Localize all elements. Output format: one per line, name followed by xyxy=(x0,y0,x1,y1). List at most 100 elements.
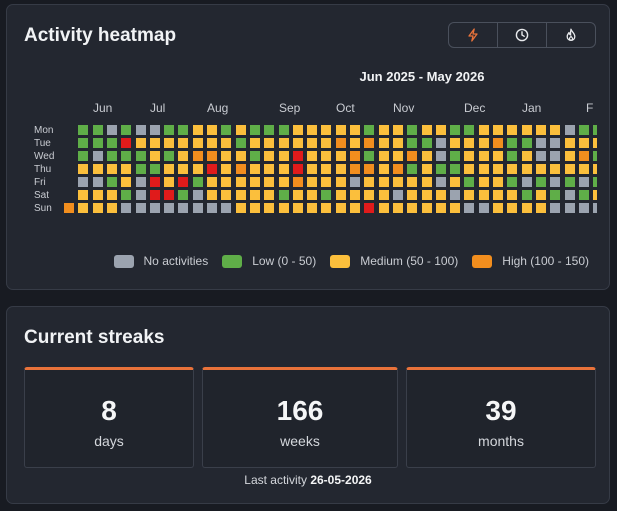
heatmap-cell[interactable] xyxy=(264,125,274,135)
heatmap-cell[interactable] xyxy=(479,190,489,200)
heatmap-cell[interactable] xyxy=(93,203,103,213)
heatmap-cell[interactable] xyxy=(150,203,160,213)
heatmap-cell[interactable] xyxy=(207,164,217,174)
heatmap-cell[interactable] xyxy=(479,151,489,161)
heatmap-cell[interactable] xyxy=(550,203,560,213)
heatmap-cell[interactable] xyxy=(136,151,146,161)
heatmap-cell[interactable] xyxy=(479,138,489,148)
heatmap-cell[interactable] xyxy=(178,164,188,174)
heatmap-cell[interactable] xyxy=(321,177,331,187)
heatmap-cell[interactable] xyxy=(436,190,446,200)
heatmap-cell[interactable] xyxy=(579,125,589,135)
heatmap-cell[interactable] xyxy=(450,177,460,187)
heatmap-cell[interactable] xyxy=(336,203,346,213)
heatmap-cell[interactable] xyxy=(279,151,289,161)
heatmap-cell[interactable] xyxy=(550,177,560,187)
heatmap-cell[interactable] xyxy=(407,125,417,135)
heatmap-cell[interactable] xyxy=(522,203,532,213)
heatmap-cell[interactable] xyxy=(407,151,417,161)
heatmap-cell[interactable] xyxy=(493,151,503,161)
heatmap-cell[interactable] xyxy=(579,151,589,161)
heatmap-cell[interactable] xyxy=(507,177,517,187)
heatmap-cell[interactable] xyxy=(536,177,546,187)
heatmap-cell[interactable] xyxy=(393,177,403,187)
heatmap-cell[interactable] xyxy=(264,177,274,187)
heatmap-cell[interactable] xyxy=(279,203,289,213)
heatmap-cell[interactable] xyxy=(107,138,117,148)
heatmap-cell[interactable] xyxy=(393,151,403,161)
heatmap-cell[interactable] xyxy=(107,177,117,187)
heatmap-cell[interactable] xyxy=(164,138,174,148)
heatmap-cell[interactable] xyxy=(479,164,489,174)
heatmap-cell[interactable] xyxy=(350,151,360,161)
heatmap-cell[interactable] xyxy=(579,138,589,148)
heatmap-cell[interactable] xyxy=(407,177,417,187)
heatmap-cell[interactable] xyxy=(279,125,289,135)
heatmap-cell[interactable] xyxy=(550,164,560,174)
heatmap-cell[interactable] xyxy=(236,151,246,161)
heatmap-cell[interactable] xyxy=(593,125,597,135)
heatmap-cell[interactable] xyxy=(422,125,432,135)
heatmap-cell[interactable] xyxy=(107,151,117,161)
heatmap-cell[interactable] xyxy=(136,177,146,187)
toggle-calories-button[interactable] xyxy=(547,23,595,47)
heatmap-cell[interactable] xyxy=(193,203,203,213)
heatmap-cell[interactable] xyxy=(293,190,303,200)
heatmap-cell[interactable] xyxy=(150,138,160,148)
heatmap-cell[interactable] xyxy=(393,164,403,174)
heatmap-cell[interactable] xyxy=(407,138,417,148)
heatmap-cell[interactable] xyxy=(207,190,217,200)
heatmap-cell[interactable] xyxy=(536,125,546,135)
heatmap-cell[interactable] xyxy=(450,164,460,174)
heatmap-cell[interactable] xyxy=(121,190,131,200)
heatmap-cell[interactable] xyxy=(93,190,103,200)
heatmap-cell[interactable] xyxy=(307,190,317,200)
heatmap-cell[interactable] xyxy=(507,203,517,213)
heatmap-cell[interactable] xyxy=(379,138,389,148)
heatmap-cell[interactable] xyxy=(78,164,88,174)
heatmap-cell[interactable] xyxy=(121,125,131,135)
heatmap-cell[interactable] xyxy=(336,125,346,135)
heatmap-cell[interactable] xyxy=(565,164,575,174)
heatmap-cell[interactable] xyxy=(565,125,575,135)
heatmap-cell[interactable] xyxy=(579,203,589,213)
heatmap-cell[interactable] xyxy=(393,125,403,135)
heatmap-cell[interactable] xyxy=(593,164,597,174)
heatmap-cell[interactable] xyxy=(307,151,317,161)
heatmap-cell[interactable] xyxy=(593,203,597,213)
heatmap-cell[interactable] xyxy=(579,190,589,200)
heatmap-cell[interactable] xyxy=(64,203,74,213)
heatmap-cell[interactable] xyxy=(464,177,474,187)
heatmap-cell[interactable] xyxy=(422,203,432,213)
heatmap-cell[interactable] xyxy=(565,138,575,148)
heatmap-cell[interactable] xyxy=(279,164,289,174)
heatmap-cell[interactable] xyxy=(321,190,331,200)
heatmap-cell[interactable] xyxy=(178,151,188,161)
heatmap-cell[interactable] xyxy=(236,138,246,148)
heatmap-cell[interactable] xyxy=(522,164,532,174)
heatmap-cell[interactable] xyxy=(507,125,517,135)
heatmap-cell[interactable] xyxy=(150,151,160,161)
heatmap-cell[interactable] xyxy=(493,138,503,148)
heatmap-cell[interactable] xyxy=(550,151,560,161)
heatmap-cell[interactable] xyxy=(293,164,303,174)
heatmap-cell[interactable] xyxy=(493,203,503,213)
heatmap-cell[interactable] xyxy=(450,138,460,148)
heatmap-cell[interactable] xyxy=(507,190,517,200)
heatmap-cell[interactable] xyxy=(307,177,317,187)
heatmap-cell[interactable] xyxy=(279,138,289,148)
heatmap-cell[interactable] xyxy=(107,125,117,135)
heatmap-cell[interactable] xyxy=(464,190,474,200)
heatmap-cell[interactable] xyxy=(250,190,260,200)
heatmap-cell[interactable] xyxy=(450,203,460,213)
heatmap-cell[interactable] xyxy=(493,177,503,187)
heatmap-cell[interactable] xyxy=(450,190,460,200)
heatmap-cell[interactable] xyxy=(250,177,260,187)
heatmap-cell[interactable] xyxy=(450,151,460,161)
heatmap-cell[interactable] xyxy=(164,125,174,135)
heatmap-cell[interactable] xyxy=(350,177,360,187)
heatmap-cell[interactable] xyxy=(264,138,274,148)
heatmap-cell[interactable] xyxy=(207,138,217,148)
heatmap-cell[interactable] xyxy=(78,203,88,213)
heatmap-cell[interactable] xyxy=(193,177,203,187)
